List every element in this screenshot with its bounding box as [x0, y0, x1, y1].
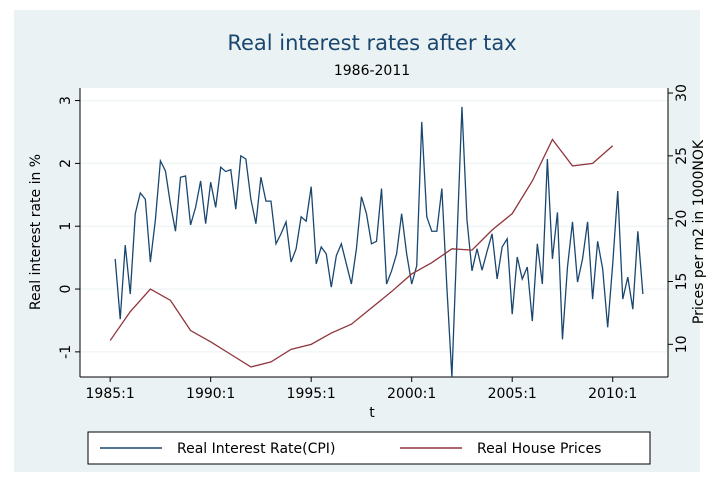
y-tick-label: -1 [58, 345, 74, 359]
x-tick-label: 2010:1 [588, 386, 637, 402]
x-tick-label: 1995:1 [287, 386, 336, 402]
y2-axis-title: Prices per m2 in 1000NOK [691, 139, 707, 324]
y2-tick-label: 10 [674, 335, 690, 353]
x-tick-label: 2000:1 [387, 386, 436, 402]
x-tick-label: 2005:1 [488, 386, 537, 402]
y2-tick-label: 25 [674, 147, 690, 165]
chart-title: Real interest rates after tax [227, 31, 516, 55]
legend [87, 431, 651, 465]
chart-subtitle: 1986-2011 [334, 63, 410, 79]
y2-tick-label: 30 [674, 84, 690, 102]
legend-label: Real House Prices [477, 441, 601, 457]
x-tick-label: 1985:1 [86, 386, 135, 402]
x-axis-title: t [369, 405, 375, 421]
plot-area [80, 88, 668, 377]
y-tick-label: 3 [58, 96, 74, 105]
series-line [109, 138, 614, 368]
y2-tick-label: 15 [674, 273, 690, 291]
y-tick-label: 0 [58, 285, 74, 294]
y2-tick-label: 20 [674, 210, 690, 228]
x-tick-label: 1990:1 [186, 386, 235, 402]
legend-label: Real Interest Rate(CPI) [177, 441, 335, 457]
y-tick-label: 2 [58, 159, 74, 168]
series-line [114, 106, 644, 378]
y-tick-label: 1 [58, 222, 74, 231]
y-axis-title: Real interest rate in % [28, 154, 44, 310]
